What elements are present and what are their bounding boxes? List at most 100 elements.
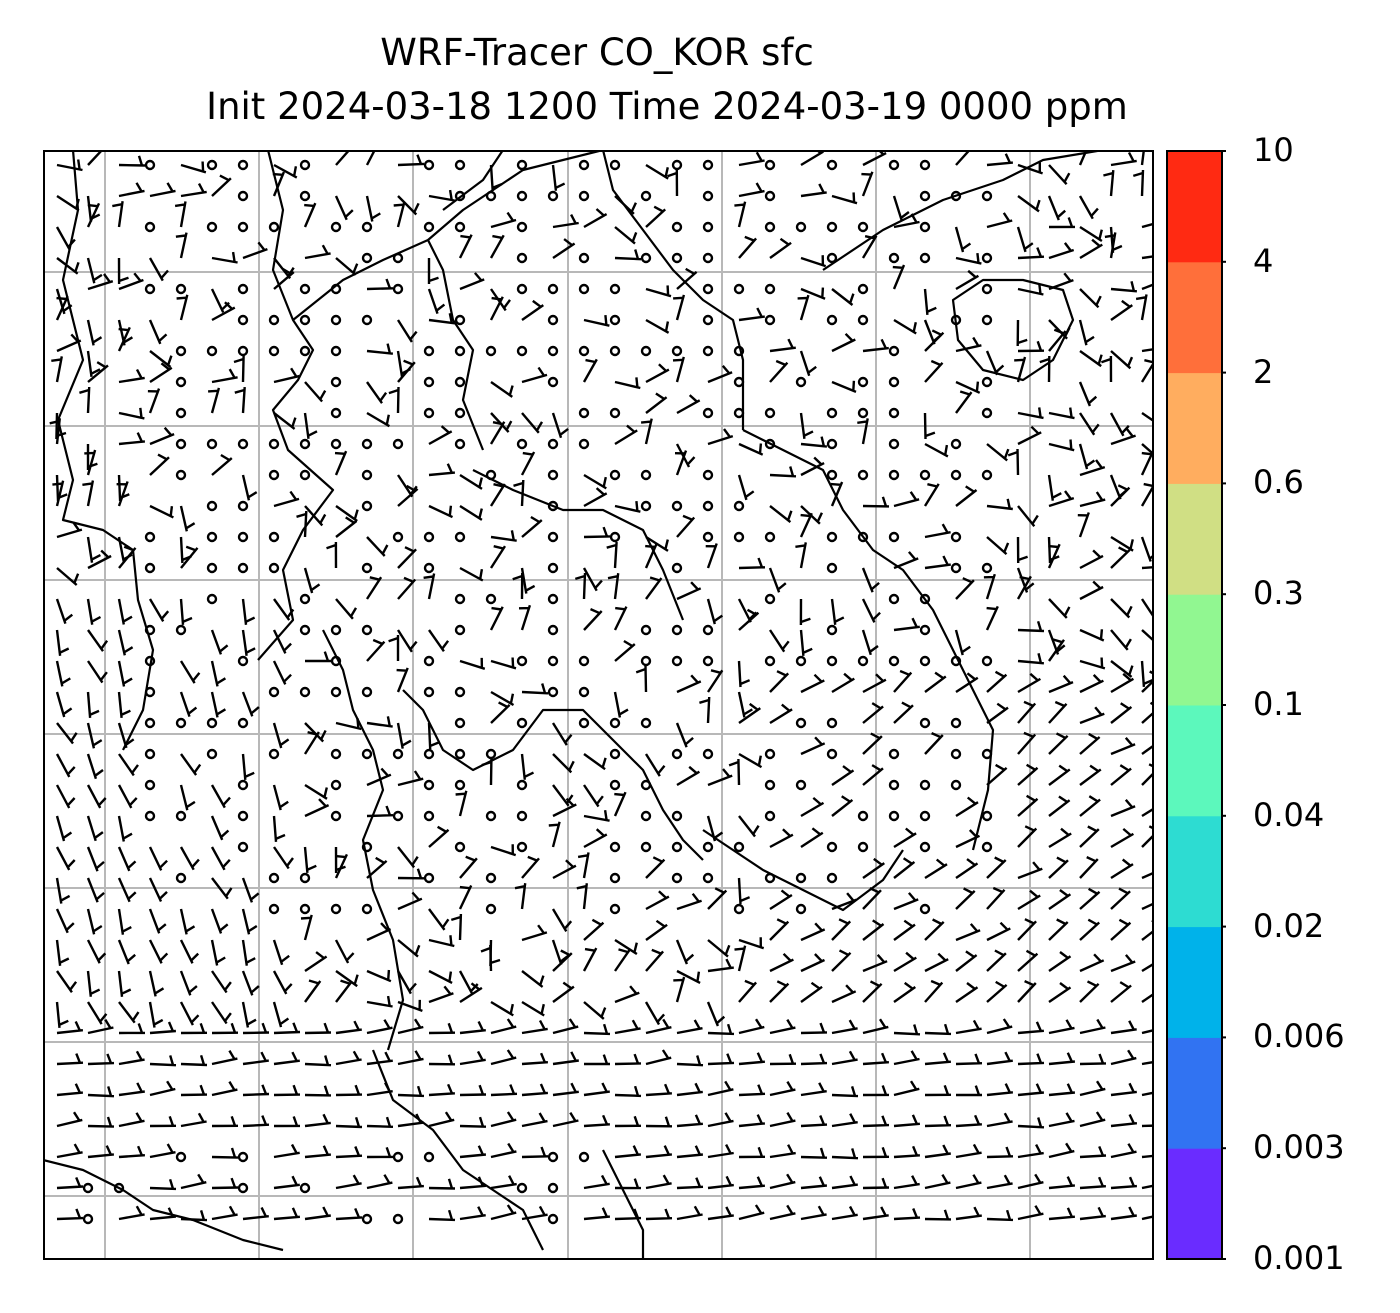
wind-barb	[1140, 660, 1154, 687]
wind-barb	[55, 288, 73, 315]
wind-barb	[1048, 1052, 1076, 1066]
calm-wind-marker	[423, 748, 435, 760]
wind-barb	[1017, 620, 1045, 633]
calm-wind-marker	[454, 841, 466, 853]
calm-wind-marker	[640, 624, 652, 636]
wind-barb	[366, 1174, 393, 1190]
wind-barb	[1077, 512, 1090, 538]
wind-barb	[734, 201, 747, 228]
wind-barb	[149, 1207, 177, 1221]
calm-wind-marker	[671, 748, 683, 760]
calm-wind-marker	[206, 593, 218, 605]
wind-barb	[521, 1112, 548, 1128]
wind-barb	[428, 1083, 455, 1097]
calm-wind-marker	[144, 221, 156, 233]
calm-wind-marker	[82, 1213, 94, 1225]
calm-wind-marker	[268, 531, 280, 543]
wind-barb	[428, 1054, 456, 1066]
wind-barb	[428, 935, 455, 948]
wind-barb	[366, 1147, 394, 1159]
wind-barb	[521, 515, 543, 538]
wind-barb	[118, 1205, 145, 1221]
wind-barb	[986, 1174, 1013, 1190]
calm-wind-marker	[888, 748, 900, 760]
wind-barb	[769, 505, 793, 524]
calm-wind-marker	[423, 872, 435, 884]
wind-barb	[831, 380, 857, 394]
wind-barb	[552, 238, 576, 259]
wind-barb	[1079, 1080, 1106, 1097]
wind-barb	[490, 690, 515, 707]
wind-barb	[211, 251, 238, 264]
wind-barb	[458, 234, 473, 259]
wind-barb	[673, 294, 686, 321]
wind-barb	[1014, 356, 1027, 383]
wind-barb	[924, 732, 944, 755]
wind-barb	[644, 753, 666, 777]
calm-wind-marker	[268, 872, 280, 884]
wind-barb	[893, 1145, 920, 1159]
calm-wind-marker	[423, 159, 435, 171]
wind-barb	[180, 1173, 207, 1190]
wind-barb	[1079, 764, 1102, 786]
wind-barb	[1103, 169, 1115, 197]
wind-barb	[1110, 702, 1133, 724]
wind-barb	[521, 855, 540, 879]
calm-wind-marker	[516, 190, 528, 202]
calm-wind-marker	[826, 407, 838, 419]
calm-wind-marker	[826, 531, 838, 543]
calm-wind-marker	[981, 748, 993, 760]
calm-wind-marker	[485, 190, 497, 202]
colorbar-level-label: 2	[1253, 352, 1274, 391]
wind-barb	[1078, 443, 1096, 470]
calm-wind-marker	[702, 283, 714, 295]
wind-barb	[707, 1112, 734, 1128]
wind-barb	[397, 1113, 424, 1128]
wind-barb	[149, 1021, 176, 1035]
wind-barb	[552, 859, 577, 880]
wind-barb	[800, 673, 825, 694]
calm-wind-marker	[423, 655, 435, 667]
wind-barb	[1016, 567, 1035, 593]
wind-barb	[768, 567, 787, 593]
wind-barb	[242, 1051, 269, 1066]
wind-barb	[706, 669, 724, 693]
calm-wind-marker	[361, 252, 373, 264]
calm-wind-marker	[392, 531, 404, 543]
wind-barb	[521, 1083, 548, 1097]
calm-wind-marker	[237, 1151, 249, 1163]
wind-barb	[179, 536, 192, 564]
calm-wind-marker	[950, 531, 962, 543]
wind-barb	[86, 350, 101, 377]
calm-wind-marker	[640, 190, 652, 202]
wind-barb	[769, 828, 794, 849]
wind-barb	[955, 577, 975, 600]
calm-wind-marker	[764, 438, 776, 450]
wind-barb	[149, 1055, 177, 1067]
wind-barb	[738, 1114, 766, 1128]
calm-wind-marker	[919, 252, 931, 264]
wind-barb	[396, 629, 418, 653]
calm-wind-marker	[237, 1182, 249, 1194]
wind-barb	[211, 1116, 239, 1128]
wind-barb	[118, 1023, 146, 1035]
calm-wind-marker	[454, 407, 466, 419]
wind-barb	[458, 970, 479, 995]
wind-barb	[986, 921, 1011, 942]
calm-wind-marker	[547, 469, 559, 481]
wind-barb	[676, 1114, 704, 1128]
wind-barb	[861, 598, 881, 623]
calm-wind-marker	[516, 283, 528, 295]
calm-wind-marker	[609, 903, 621, 915]
wind-barb	[397, 154, 425, 167]
wind-barb	[769, 889, 793, 911]
wind-barb	[985, 605, 999, 631]
wind-barb	[830, 598, 845, 625]
title-line-1: WRF-Tracer CO_KOR sfc	[380, 31, 814, 74]
wind-barb	[955, 1143, 982, 1159]
wind-barb	[490, 1084, 518, 1097]
calm-wind-marker	[144, 283, 156, 295]
wind-barb	[242, 1115, 270, 1128]
wind-barb	[614, 1053, 642, 1066]
wind-barb	[396, 722, 412, 749]
